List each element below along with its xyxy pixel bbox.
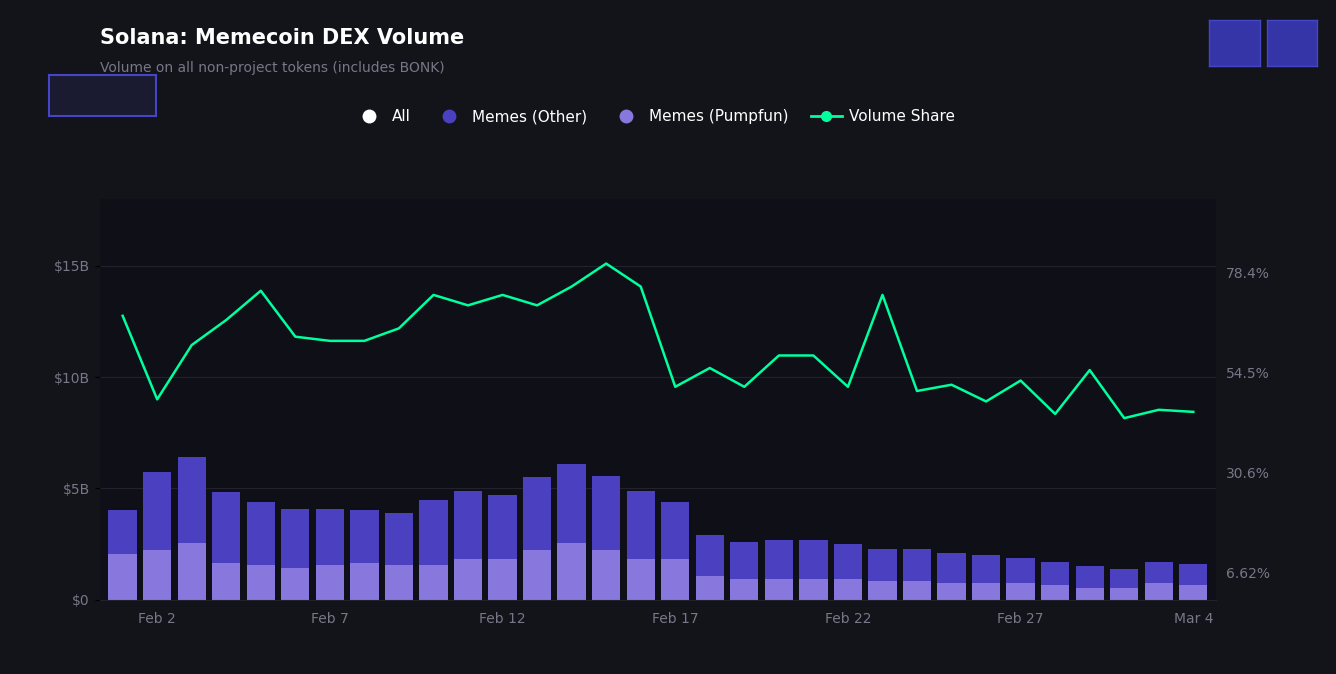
Bar <box>247 565 275 600</box>
Bar <box>834 544 862 579</box>
Bar <box>143 472 171 550</box>
Bar <box>1180 586 1208 600</box>
Bar <box>178 457 206 543</box>
Legend: All, Memes (Other), Memes (Pumpfun), Volume Share: All, Memes (Other), Memes (Pumpfun), Vol… <box>347 103 962 131</box>
Bar <box>868 581 896 600</box>
Bar <box>661 559 689 600</box>
Bar <box>108 554 136 600</box>
Bar <box>903 549 931 581</box>
Bar <box>522 550 552 600</box>
Bar <box>938 583 966 600</box>
Text: Volume on all non-project tokens (includes BONK): Volume on all non-project tokens (includ… <box>100 61 445 75</box>
Bar <box>1110 569 1138 588</box>
Bar <box>108 510 136 554</box>
Bar <box>247 502 275 565</box>
Bar <box>696 535 724 576</box>
Text: Solana: Memecoin DEX Volume: Solana: Memecoin DEX Volume <box>100 28 465 49</box>
Bar <box>627 559 655 600</box>
Bar <box>903 581 931 600</box>
Bar <box>592 477 620 550</box>
Bar <box>281 568 310 600</box>
Bar <box>315 508 345 565</box>
Bar <box>522 477 552 550</box>
Bar <box>489 495 517 559</box>
Bar <box>1075 588 1104 600</box>
Bar <box>1110 588 1138 600</box>
Bar <box>489 559 517 600</box>
Bar <box>1075 566 1104 588</box>
Bar <box>1041 562 1069 586</box>
Bar <box>799 540 827 579</box>
Bar <box>143 550 171 600</box>
Bar <box>627 491 655 559</box>
Bar <box>731 579 759 600</box>
Bar <box>1041 586 1069 600</box>
Bar <box>1006 583 1035 600</box>
Bar <box>420 499 448 565</box>
Bar <box>557 543 585 600</box>
Bar <box>315 565 345 600</box>
Bar <box>938 553 966 583</box>
Bar <box>1180 564 1208 586</box>
Bar <box>385 513 413 565</box>
Bar <box>731 542 759 579</box>
Bar <box>178 543 206 600</box>
Bar <box>420 565 448 600</box>
Bar <box>281 508 310 568</box>
Bar <box>764 540 794 579</box>
Bar <box>971 555 1001 583</box>
Bar <box>764 579 794 600</box>
Bar <box>1145 562 1173 583</box>
Bar <box>557 464 585 543</box>
Bar <box>1006 557 1035 583</box>
Bar <box>350 510 378 563</box>
Bar <box>696 576 724 600</box>
Bar <box>592 550 620 600</box>
Bar <box>385 565 413 600</box>
Bar <box>868 549 896 581</box>
Bar <box>799 579 827 600</box>
Bar <box>454 491 482 559</box>
Bar <box>212 492 240 563</box>
Bar <box>834 579 862 600</box>
Bar <box>1145 583 1173 600</box>
Bar <box>454 559 482 600</box>
Bar <box>212 563 240 600</box>
Bar <box>971 583 1001 600</box>
Bar <box>661 502 689 559</box>
Bar <box>350 563 378 600</box>
